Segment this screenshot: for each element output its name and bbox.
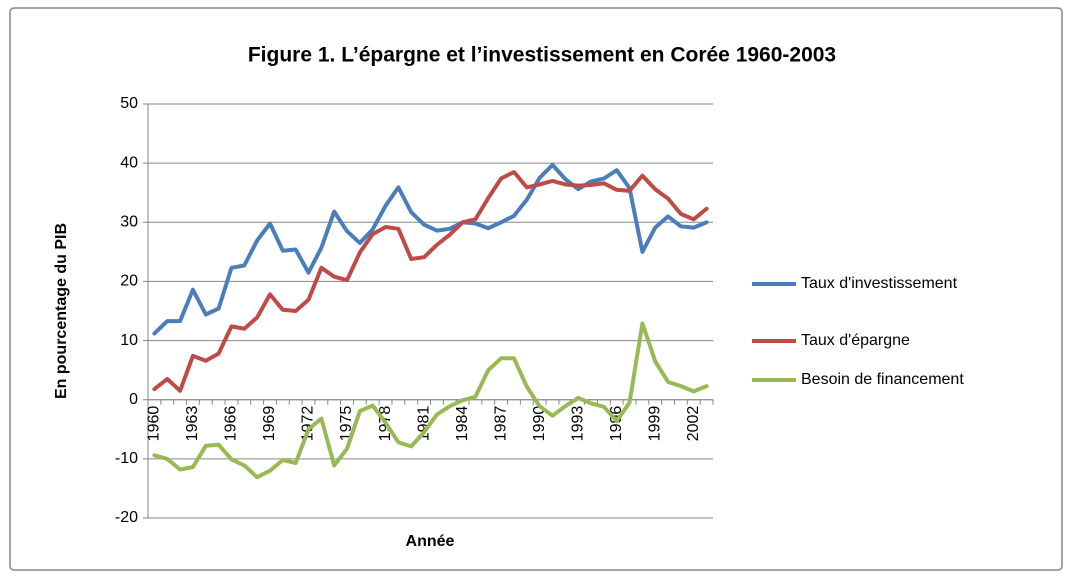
y-tick-label: 40 bbox=[120, 154, 138, 171]
legend-label: Taux d'investissement bbox=[801, 275, 958, 292]
y-tick-label: 0 bbox=[129, 391, 138, 408]
x-tick-label: 1981 bbox=[415, 406, 432, 442]
x-tick-label: 1969 bbox=[261, 406, 278, 442]
x-tick-label: 1990 bbox=[531, 406, 548, 442]
x-tick-label: 1984 bbox=[454, 406, 471, 442]
y-tick-label: 20 bbox=[120, 273, 138, 290]
x-tick-label: 1993 bbox=[569, 406, 586, 442]
y-tick-label: 30 bbox=[120, 214, 138, 231]
series-line bbox=[152, 170, 709, 393]
chart-title: Figure 1. L’épargne et l’investissement … bbox=[248, 44, 836, 67]
x-tick-label: 1966 bbox=[223, 406, 240, 442]
series-line bbox=[152, 321, 709, 480]
y-tick-label: 50 bbox=[120, 95, 138, 112]
x-tick-label: 2002 bbox=[685, 406, 702, 442]
chart-frame bbox=[9, 7, 1063, 571]
x-tick-label: 1963 bbox=[184, 406, 201, 442]
x-axis-title: Année bbox=[406, 533, 455, 550]
y-axis-title: En pourcentage du PIB bbox=[53, 223, 70, 399]
y-tick-label: -10 bbox=[115, 450, 138, 467]
x-tick-label: 1960 bbox=[146, 406, 163, 442]
x-tick-label: 1987 bbox=[492, 406, 509, 442]
x-tick-label: 1972 bbox=[300, 406, 317, 442]
series-line bbox=[152, 162, 709, 336]
x-tick-label: 1999 bbox=[646, 406, 663, 442]
legend-label: Taux d'épargne bbox=[801, 332, 910, 349]
legend-label: Besoin de financement bbox=[801, 371, 964, 388]
y-tick-label: 10 bbox=[120, 332, 138, 349]
y-tick-label: -20 bbox=[115, 509, 138, 526]
